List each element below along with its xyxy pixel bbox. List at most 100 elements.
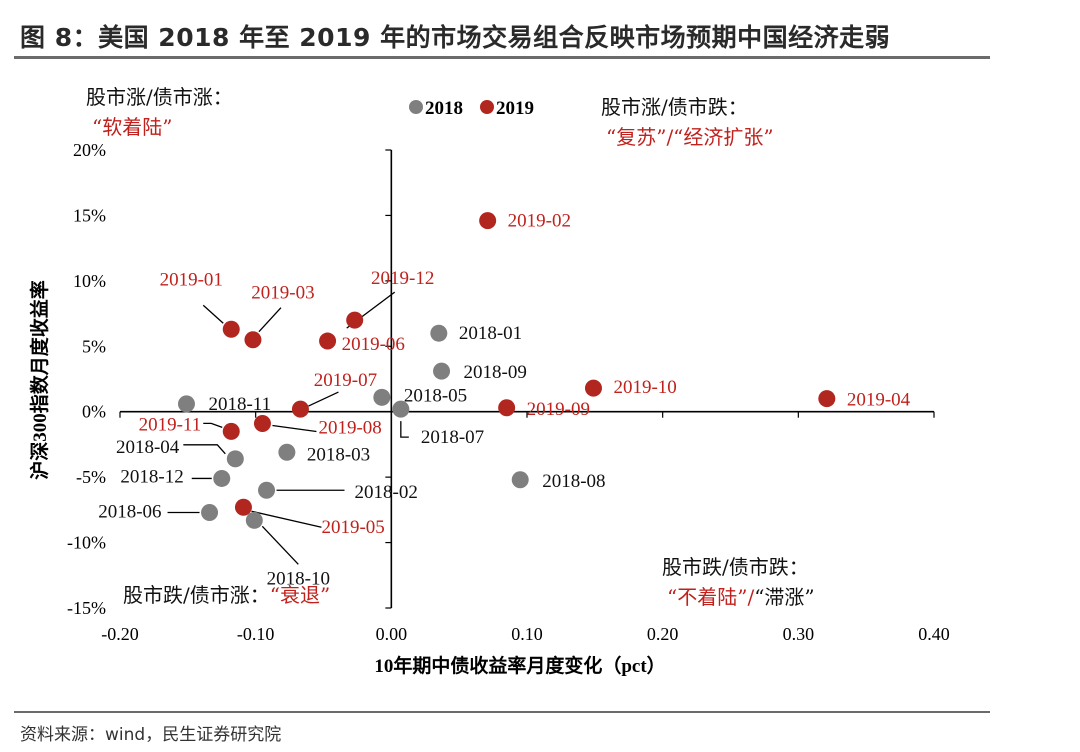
point-label-2018-08: 2018-08	[542, 471, 605, 492]
y-tick-label: -10%	[67, 533, 106, 553]
quadrant-top-right-heading: 股市涨/债市跌：	[601, 95, 748, 119]
point-2019-04	[818, 390, 836, 408]
point-label-2019-01: 2019-01	[160, 269, 223, 290]
x-tick-label: 0.40	[918, 624, 950, 644]
x-tick-label: 0.20	[647, 624, 679, 644]
quadrant-top-left-heading: 股市涨/债市涨：	[86, 85, 233, 109]
point-2018-07	[392, 400, 410, 418]
point-2018-01	[430, 324, 448, 342]
quadrant-top-right-label: “复苏”/“经济扩张”	[606, 125, 774, 149]
leader-2018-07	[400, 421, 409, 438]
point-2019-11	[222, 422, 240, 440]
title-divider	[14, 56, 990, 59]
y-tick-label: 10%	[73, 271, 106, 291]
leader-2019-05	[251, 510, 322, 528]
quadrant-annotations: 股市涨/债市涨： “软着陆” 股市涨/债市跌： “复苏”/“经济扩张” 股市跌/…	[86, 85, 815, 609]
x-tick-label: 0.10	[511, 624, 543, 644]
legend-label-2019: 2019	[496, 98, 534, 119]
legend-marker-2018	[409, 100, 423, 114]
legend: 2018 2019	[409, 98, 534, 119]
point-label-2018-10: 2018-10	[267, 568, 330, 589]
footer-divider	[14, 711, 990, 713]
point-label-2019-10: 2019-10	[613, 377, 676, 398]
data-points	[177, 212, 836, 529]
x-tick-label: -0.20	[101, 624, 139, 644]
point-label-2018-03: 2018-03	[307, 444, 370, 465]
leader-2018-04	[183, 444, 226, 455]
point-label-2019-12: 2019-12	[371, 268, 434, 289]
quadrant-bottom-left-annotation: 股市跌/债市涨：“衰退”	[123, 583, 330, 607]
point-2018-09	[433, 362, 451, 380]
figure-title: 图 8：美国 2018 年至 2019 年的市场交易组合反映市场预期中国经济走弱	[20, 23, 891, 52]
x-axis-title: 10年期中债收益率月度变化（pct）	[374, 654, 665, 677]
y-tick-label: 15%	[73, 205, 106, 225]
point-2019-12	[346, 311, 364, 329]
leader-2019-03	[258, 307, 282, 333]
leader-2019-07	[308, 391, 339, 407]
point-2018-06	[201, 503, 219, 521]
point-label-2018-12: 2018-12	[120, 466, 183, 487]
y-tick-label: -5%	[76, 467, 106, 487]
point-2018-02	[258, 481, 276, 499]
point-2019-07	[291, 400, 309, 418]
point-label-2019-09: 2019-09	[527, 399, 590, 420]
point-2018-03	[278, 443, 296, 461]
point-label-2019-07: 2019-07	[314, 370, 377, 391]
y-tick-label: 5%	[82, 336, 106, 356]
point-2018-04	[226, 450, 244, 468]
quadrant-bottom-right-label-black: “滞涨”	[754, 585, 814, 609]
point-2019-10	[584, 379, 602, 397]
point-2018-12	[213, 469, 231, 487]
leader-2019-08	[272, 424, 317, 433]
point-2019-02	[479, 212, 497, 230]
point-label-2018-01: 2018-01	[459, 323, 522, 344]
quadrant-bottom-left-label: “衰退”	[270, 583, 330, 607]
point-label-2018-11: 2018-11	[208, 394, 271, 415]
y-axis-title: 沪深300指数月度收益率	[28, 280, 51, 480]
source-note: 资料来源：wind，民生证券研究院	[20, 725, 282, 745]
point-label-2018-04: 2018-04	[116, 437, 180, 458]
point-2019-01	[222, 320, 240, 338]
quadrant-top-left-label: “软着陆”	[92, 115, 172, 139]
quadrant-bottom-right-heading: 股市跌/债市跌：	[662, 555, 809, 579]
point-label-2019-03: 2019-03	[251, 283, 314, 304]
point-labels: 2018-012018-022018-032018-042018-052018-…	[98, 211, 910, 590]
quadrant-bottom-right-annotation: “不着陆”/“滞涨”	[667, 585, 815, 609]
point-2019-03	[244, 331, 262, 349]
leader-2019-11	[203, 422, 223, 428]
point-label-2019-04: 2019-04	[847, 390, 911, 411]
point-label-2019-02: 2019-02	[508, 211, 571, 232]
point-label-2018-05: 2018-05	[404, 385, 467, 406]
y-tick-label: -15%	[67, 598, 106, 618]
y-tick-label: 20%	[73, 140, 106, 160]
point-label-2019-06: 2019-06	[342, 334, 405, 355]
point-label-2019-08: 2019-08	[318, 417, 381, 438]
x-tick-label: 0.00	[376, 624, 408, 644]
point-2019-05	[234, 498, 252, 516]
point-2019-06	[319, 332, 337, 350]
point-label-2018-06: 2018-06	[98, 501, 161, 522]
point-2019-09	[498, 399, 516, 417]
legend-label-2018: 2018	[425, 98, 463, 119]
point-2018-10	[245, 511, 263, 529]
point-label-2019-11: 2019-11	[139, 414, 202, 435]
point-label-2018-02: 2018-02	[355, 482, 418, 503]
tick-labels: -0.20 -0.10 0.00 0.10 0.20 0.30 0.40 20% 15% 10% 5…	[67, 140, 950, 644]
quadrant-bottom-left-heading: 股市跌/债市涨：	[123, 583, 270, 607]
x-tick-label: 0.30	[783, 624, 815, 644]
legend-marker-2019	[480, 100, 494, 114]
point-2018-05	[373, 388, 391, 406]
point-2019-08	[253, 414, 271, 432]
point-label-2018-07: 2018-07	[421, 427, 484, 448]
leader-2019-01	[202, 304, 224, 324]
leader-2018-10	[261, 525, 299, 565]
y-tick-label: 0%	[82, 402, 106, 422]
point-2018-08	[511, 471, 529, 489]
quadrant-bottom-right-label-red: “不着陆”/	[667, 585, 754, 609]
point-2018-11	[177, 395, 195, 413]
point-label-2019-05: 2019-05	[321, 517, 384, 538]
x-tick-label: -0.10	[237, 624, 275, 644]
scatter-chart: -0.20 -0.10 0.00 0.10 0.20 0.30 0.40 20% 15% 10% 5…	[28, 85, 950, 677]
point-label-2018-09: 2018-09	[464, 362, 527, 383]
axes	[119, 149, 935, 609]
